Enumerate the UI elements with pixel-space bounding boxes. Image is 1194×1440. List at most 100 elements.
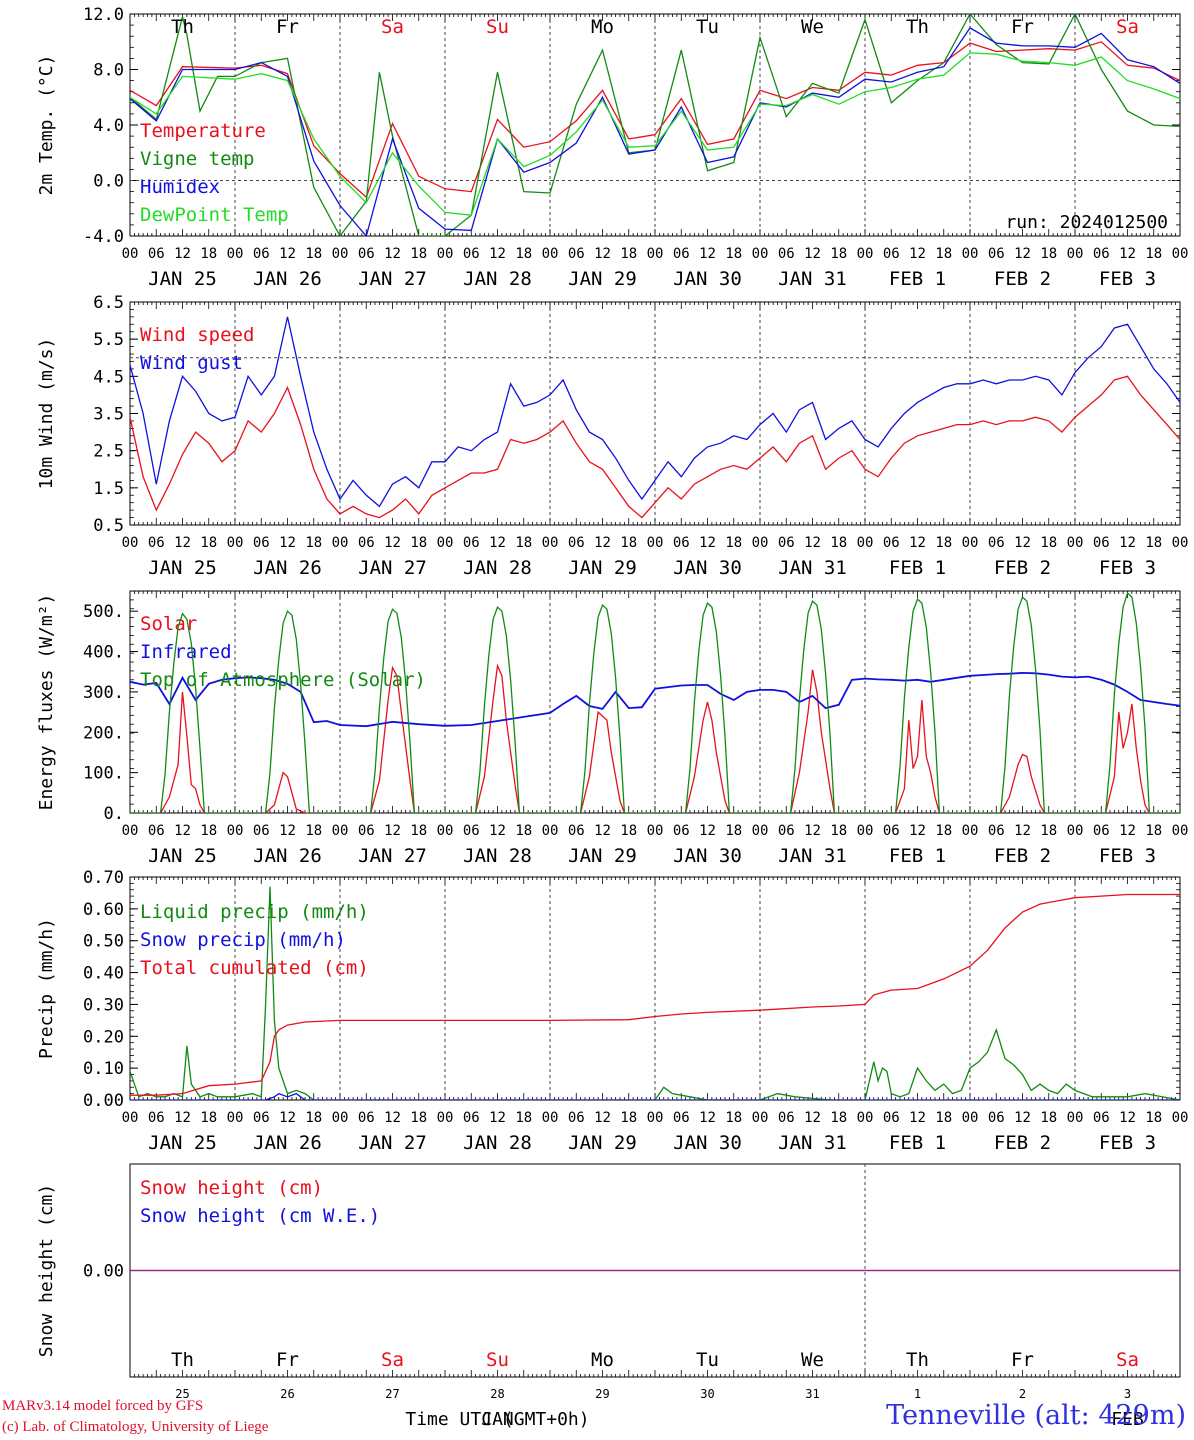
x-hour-label: 06: [253, 1110, 270, 1126]
x-hour-label: 00: [1067, 246, 1084, 262]
x-hour-label: 18: [410, 823, 427, 839]
x-hour-label: 06: [358, 823, 375, 839]
x-hour-label: 06: [253, 246, 270, 262]
legend-entry: Top of Atmosphere (Solar): [140, 669, 426, 691]
x-hour-label: 00: [122, 535, 139, 551]
x-hour-label: 12: [1119, 535, 1136, 551]
x-day-label: JAN 26: [253, 557, 322, 579]
x-day-label: FEB 3: [1099, 268, 1156, 290]
y-axis-label: Energy fluxes (W/m²): [36, 594, 57, 811]
x-day-label: JAN 27: [358, 845, 427, 867]
x-hour-label: 18: [1040, 246, 1057, 262]
x-hour-label: 06: [1093, 535, 1110, 551]
lab-credit: (c) Lab. of Climatology, University of L…: [2, 1419, 269, 1435]
x-hour-label: 12: [699, 823, 716, 839]
series-line-top-of-atmosphere-solar-: [130, 591, 1180, 813]
x-hour-label: 12: [1119, 1110, 1136, 1126]
day-number-label: 26: [280, 1387, 294, 1401]
x-hour-label: 12: [279, 246, 296, 262]
x-hour-label: 00: [962, 535, 979, 551]
x-hour-label: 00: [857, 823, 874, 839]
x-hour-label: 18: [1145, 1110, 1162, 1126]
x-hour-label: 12: [384, 823, 401, 839]
x-day-label: JAN 29: [568, 1132, 637, 1154]
x-hour-label: 06: [463, 823, 480, 839]
x-hour-label: 18: [515, 246, 532, 262]
x-day-label: FEB 3: [1099, 1132, 1156, 1154]
y-tick-label: 4.0: [93, 116, 124, 136]
weekday-label: Sa: [381, 16, 404, 38]
x-hour-label: 12: [1014, 1110, 1031, 1126]
x-hour-label: 06: [1093, 823, 1110, 839]
x-hour-label: 00: [962, 1110, 979, 1126]
x-hour-label: 12: [594, 823, 611, 839]
x-hour-label: 06: [253, 823, 270, 839]
y-tick-label: 4.5: [93, 367, 124, 387]
x-hour-label: 06: [778, 535, 795, 551]
station-label: Tenneville (alt: 429m): [886, 1400, 1186, 1431]
x-hour-label: 12: [909, 823, 926, 839]
x-hour-label: 18: [935, 1110, 952, 1126]
x-hour-label: 00: [542, 535, 559, 551]
y-tick-label: 100.: [83, 764, 124, 784]
x-day-label: JAN 27: [358, 557, 427, 579]
x-hour-label: 06: [673, 823, 690, 839]
x-hour-label: 00: [227, 246, 244, 262]
y-tick-label: 5.5: [93, 330, 124, 350]
x-hour-label: 00: [332, 1110, 349, 1126]
day-number-label: 2: [1019, 1387, 1026, 1401]
x-hour-label: 06: [778, 246, 795, 262]
y-tick-label: 3.5: [93, 405, 124, 425]
x-hour-label: 00: [227, 1110, 244, 1126]
day-number-label: 27: [385, 1387, 399, 1401]
x-hour-label: 18: [620, 1110, 637, 1126]
x-day-label: FEB 1: [889, 845, 946, 867]
legend-entry: DewPoint Temp: [140, 204, 289, 226]
x-hour-label: 12: [174, 246, 191, 262]
y-tick-label: 500.: [83, 602, 124, 622]
x-hour-label: 00: [857, 535, 874, 551]
x-hour-label: 06: [988, 246, 1005, 262]
y-tick-label: 12.0: [83, 5, 124, 25]
x-hour-label: 18: [1040, 823, 1057, 839]
x-hour-label: 18: [620, 246, 637, 262]
x-day-label: JAN 27: [358, 1132, 427, 1154]
x-day-label: JAN 30: [673, 845, 742, 867]
weekday-label: Tu: [696, 16, 719, 38]
series-line-dewpoint-temp: [130, 52, 1180, 216]
x-hour-label: 12: [909, 535, 926, 551]
x-hour-label: 00: [437, 1110, 454, 1126]
legend-entry: Total cumulated (cm): [140, 957, 369, 979]
y-tick-label: 200.: [83, 723, 124, 743]
x-hour-label: 06: [253, 535, 270, 551]
x-hour-label: 18: [830, 1110, 847, 1126]
x-hour-label: 06: [568, 1110, 585, 1126]
x-hour-label: 12: [1119, 823, 1136, 839]
legend-entry: Snow precip (mm/h): [140, 929, 346, 951]
x-hour-label: 12: [384, 246, 401, 262]
x-hour-label: 00: [542, 246, 559, 262]
weekday-label: Sa: [1116, 16, 1139, 38]
x-hour-label: 00: [752, 1110, 769, 1126]
x-hour-label: 00: [752, 535, 769, 551]
x-hour-label: 12: [699, 1110, 716, 1126]
x-hour-label: 06: [673, 246, 690, 262]
x-hour-label: 18: [1145, 823, 1162, 839]
x-day-label: JAN 28: [463, 268, 532, 290]
x-hour-label: 18: [515, 823, 532, 839]
x-day-label: JAN 27: [358, 268, 427, 290]
plot-frame: [129, 301, 1181, 526]
y-tick-label: 0.5: [93, 516, 124, 536]
x-hour-label: 06: [358, 246, 375, 262]
x-hour-label: 18: [305, 823, 322, 839]
x-day-label: FEB 1: [889, 268, 946, 290]
x-day-label: JAN 28: [463, 845, 532, 867]
model-credit: MARv3.14 model forced by GFS: [2, 1398, 204, 1414]
y-tick-label: 6.5: [93, 293, 124, 313]
y-tick-label: 0.20: [83, 1027, 124, 1047]
weekday-label: Mo: [591, 1349, 614, 1371]
x-hour-label: 00: [1067, 535, 1084, 551]
x-hour-label: 06: [148, 823, 165, 839]
y-tick-label: -4.0: [83, 227, 124, 247]
